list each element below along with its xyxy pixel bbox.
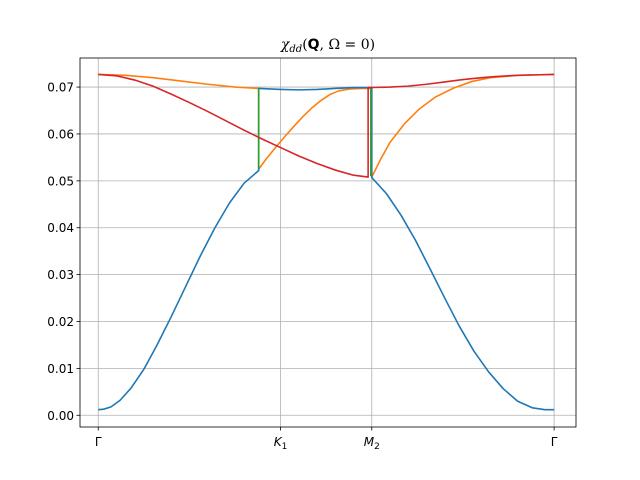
x-tick-symbol: Γ <box>95 435 102 449</box>
x-tick-symbol: M <box>364 435 375 449</box>
x-tick-subscript: 1 <box>282 442 288 452</box>
tick-layer: 0.00 0.01 0.02 0.03 0.04 0.05 0.06 0.07 Γ K1 M2 Γ <box>47 81 557 452</box>
title-subscript: dd <box>289 44 302 55</box>
x-tick-symbol: Γ <box>551 435 558 449</box>
y-tick-label: 0.05 <box>47 174 74 188</box>
series-layer <box>98 73 555 411</box>
x-tick-label: Γ <box>95 435 102 449</box>
y-tick-label: 0.00 <box>47 409 74 423</box>
y-tick-label: 0.03 <box>47 268 74 282</box>
y-tick-label: 0.06 <box>47 127 74 141</box>
x-tick-label: Γ <box>551 435 558 449</box>
x-tick-symbol: K <box>274 435 283 449</box>
y-tick-label: 0.07 <box>47 81 74 95</box>
series-line-1 <box>98 73 555 178</box>
title-open-paren: ( <box>302 37 307 53</box>
title-rest: , Ω = 0) <box>320 37 376 53</box>
y-tick-label: 0.01 <box>47 362 74 376</box>
x-tick-subscript: 2 <box>374 442 380 452</box>
chart-title: χdd(Q, Ω = 0) <box>280 37 375 55</box>
series-line-2 <box>98 86 555 411</box>
x-tick-label: M2 <box>364 435 380 452</box>
x-tick-label: K1 <box>274 435 288 452</box>
title-bold-q: Q <box>308 37 320 53</box>
y-tick-label: 0.04 <box>47 221 74 235</box>
series-line-5 <box>98 73 555 178</box>
title-chi: χ <box>280 37 291 53</box>
axes-frame <box>79 57 577 428</box>
y-tick-label: 0.02 <box>47 315 74 329</box>
